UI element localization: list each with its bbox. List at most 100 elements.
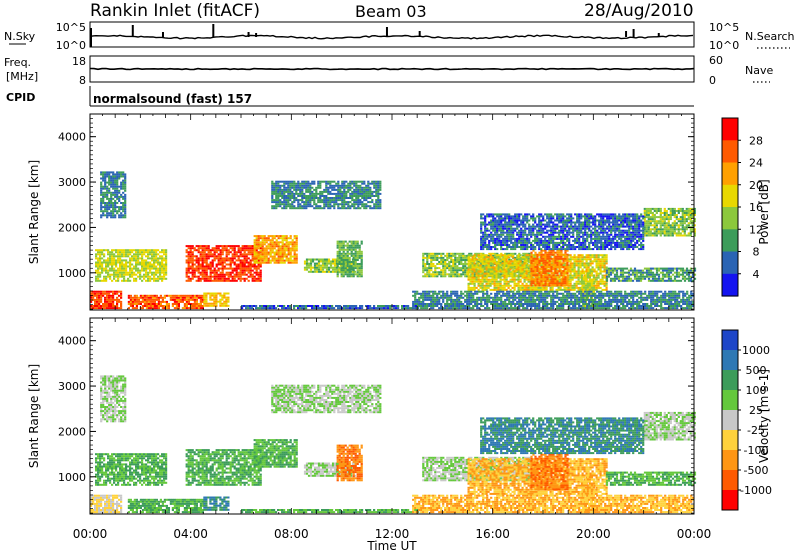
power-echo-cell: [207, 305, 209, 307]
power-echo-cell: [96, 291, 98, 293]
power-echo-cell: [123, 276, 125, 278]
power-echo-cell: [357, 185, 359, 187]
power-echo-cell: [337, 271, 339, 273]
power-echo-cell: [256, 241, 258, 243]
power-echo-cell: [270, 249, 272, 251]
power-echo-cell: [114, 206, 116, 208]
power-echo-cell: [343, 251, 345, 253]
power-echo-cell: [232, 253, 234, 255]
power-echo-cell: [349, 263, 351, 265]
power-echo-cell: [161, 266, 163, 268]
power-echo-cell: [196, 307, 198, 309]
power-echo-cell: [328, 267, 330, 269]
power-echo-cell: [150, 305, 152, 307]
power-echo-cell: [133, 268, 135, 270]
power-echo-cell: [294, 262, 296, 264]
power-echo-cell: [198, 276, 200, 278]
power-echo-cell: [268, 247, 270, 249]
power-echo-cell: [345, 259, 347, 261]
power-echo-cell: [349, 271, 351, 273]
power-echo-cell: [264, 262, 266, 264]
power-echo-cell: [434, 271, 436, 273]
power-echo-cell: [123, 272, 125, 274]
power-echo-cell: [218, 268, 220, 270]
power-echo-cell: [192, 272, 194, 274]
power-echo-cell: [252, 255, 254, 257]
power-echo-cell: [157, 270, 159, 272]
power-echo-cell: [159, 274, 161, 276]
power-echo-cell: [200, 278, 202, 280]
power-echo-cell: [355, 197, 357, 199]
power-echo-cell: [153, 276, 155, 278]
power-echo-cell: [345, 261, 347, 263]
power-echo-cell: [184, 303, 186, 305]
power-echo-cell: [287, 201, 289, 203]
power-echo-cell: [301, 181, 303, 183]
power-echo-cell: [115, 276, 117, 278]
power-echo-cell: [97, 251, 99, 253]
power-echo-cell: [196, 280, 198, 282]
power-echo-cell: [226, 245, 228, 247]
power-echo-cell: [321, 195, 323, 197]
power-echo-cell: [135, 264, 137, 266]
power-echo-cell: [303, 205, 305, 207]
power-echo-cell: [226, 280, 228, 282]
power-echo-cell: [204, 280, 206, 282]
power-echo-cell: [159, 268, 161, 270]
power-echo-cell: [97, 264, 99, 266]
power-echo-cell: [122, 176, 124, 178]
power-echo-cell: [333, 187, 335, 189]
power-echo-cell: [125, 270, 127, 272]
power-echo-cell: [124, 202, 126, 204]
power-echo-cell: [347, 273, 349, 275]
power-echo-cell: [198, 245, 200, 247]
power-echo-cell: [131, 270, 133, 272]
power-echo-cell: [182, 301, 184, 303]
power-echo-cell: [222, 264, 224, 266]
power-echo-cell: [353, 269, 355, 271]
power-echo-cell: [186, 297, 188, 299]
power-echo-cell: [282, 260, 284, 262]
power-echo-cell: [114, 188, 116, 190]
power-echo-cell: [150, 307, 152, 309]
power-echo-cell: [307, 195, 309, 197]
power-echo-cell: [215, 297, 217, 299]
power-echo-cell: [202, 274, 204, 276]
power-echo-cell: [222, 266, 224, 268]
power-echo-cell: [120, 301, 122, 303]
power-echo-cell: [272, 241, 274, 243]
power-echo-cell: [134, 295, 136, 297]
power-echo-cell: [337, 187, 339, 189]
power-echo-cell: [100, 204, 102, 206]
power-echo-cell: [337, 193, 339, 195]
power-echo-cell: [275, 207, 277, 209]
power-echo-cell: [143, 268, 145, 270]
power-echo-cell: [444, 269, 446, 271]
power-echo-cell: [196, 305, 198, 307]
power-echo-cell: [116, 190, 118, 192]
power-echo-cell: [296, 256, 298, 258]
power-echo-cell: [353, 181, 355, 183]
power-echo-cell: [122, 210, 124, 212]
power-echo-cell: [345, 273, 347, 275]
power-echo-cell: [319, 197, 321, 199]
power-echo-cell: [347, 183, 349, 185]
power-echo-cell: [315, 195, 317, 197]
power-echo-cell: [190, 266, 192, 268]
power-echo-cell: [359, 275, 361, 277]
power-echo-cell: [204, 278, 206, 280]
power-echo-cell: [355, 207, 357, 209]
power-echo-cell: [448, 263, 450, 265]
power-echo-cell: [230, 245, 232, 247]
power-echo-cell: [132, 305, 134, 307]
power-echo-cell: [244, 249, 246, 251]
power-echo-cell: [271, 193, 273, 195]
power-echo-cell: [331, 181, 333, 183]
power-echo-cell: [134, 297, 136, 299]
power-echo-cell: [452, 271, 454, 273]
power-echo-cell: [144, 301, 146, 303]
power-echo-cell: [120, 202, 122, 204]
power-echo-cell: [313, 181, 315, 183]
power-echo-cell: [440, 269, 442, 271]
power-echo-cell: [316, 259, 318, 261]
